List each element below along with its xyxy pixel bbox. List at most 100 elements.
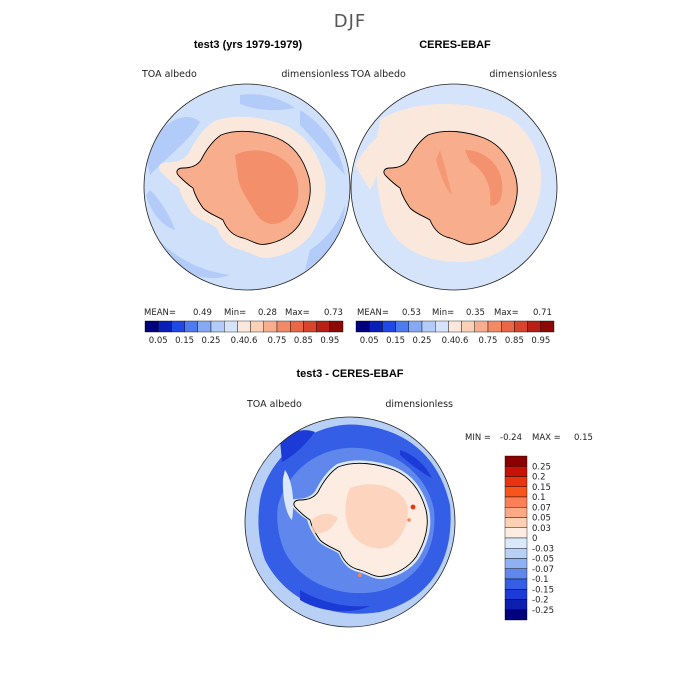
cbar-diff-swatch-13 (504, 589, 528, 600)
panel-ceres-colorbar: 0.05 0.15 0.25 0.4 0.6 0.75 0.85 0.95 (355, 320, 555, 346)
cbar-diff-swatch-5 (504, 507, 528, 518)
cbar-diff-swatch-2 (504, 476, 528, 487)
panel-test3-min-label: Min= (224, 308, 246, 318)
cbar-test3-swatch-3 (184, 320, 199, 333)
cbar-test3-tick-label-1: 0.15 (175, 336, 194, 346)
cbar-ceres-tick-label-4: 0.6 (455, 336, 469, 346)
cbar-diff-swatch-7 (504, 527, 528, 539)
panel-ceres-variable-label: TOA albedo (350, 69, 406, 80)
cbar-ceres-swatch-13 (527, 320, 541, 333)
cbar-test3-tick-label-2: 0.25 (202, 336, 221, 346)
cbar-ceres-tick-label-0: 0.05 (360, 336, 379, 346)
cbar-ceres-swatch-4 (408, 320, 423, 333)
cbar-ceres-swatch-2 (382, 320, 396, 333)
panel-diff-min-value: -0.24 (500, 433, 522, 443)
panel-ceres-mean-value: 0.53 (402, 308, 421, 318)
panel-diff-variable-label: TOA albedo (246, 399, 302, 410)
cbar-test3-swatch-4 (197, 320, 212, 333)
cbar-diff-tick-label-2: 0.15 (532, 483, 551, 493)
panel-test3-map (144, 84, 350, 290)
panel-diff-max-label: MAX = (532, 433, 561, 443)
cbar-ceres-swatch-12 (514, 320, 528, 333)
cbar-diff-swatch-0 (504, 455, 528, 467)
cbar-diff-tick-label-0: 0.25 (532, 462, 551, 472)
cbar-diff-tick-label-1: 0.2 (532, 473, 546, 483)
cbar-diff-tick-label-4: 0.07 (532, 503, 551, 513)
panel-test3-heading: test3 (yrs 1979-1979) (194, 39, 303, 51)
cbar-test3-swatch-12 (303, 320, 317, 333)
cbar-ceres-tick-label-2: 0.25 (413, 336, 432, 346)
panel-diff-units-label: dimensionless (385, 399, 453, 410)
cbar-diff-tick-label-6: 0.03 (532, 524, 551, 534)
cbar-ceres-swatch-7 (448, 320, 462, 333)
cbar-diff-tick-label-3: 0.1 (532, 493, 546, 503)
cbar-diff-swatch-8 (504, 537, 528, 549)
cbar-diff-swatch-4 (504, 496, 528, 508)
cbar-diff-swatch-9 (504, 548, 528, 559)
cbar-test3-swatch-13 (316, 320, 331, 333)
cbar-test3-swatch-2 (171, 320, 185, 333)
panel-test3-mean-label: MEAN= (144, 308, 176, 318)
cbar-diff-swatch-14 (504, 599, 528, 610)
cbar-test3-tick-label-6: 0.85 (294, 336, 313, 346)
cbar-test3-swatch-1 (157, 320, 172, 333)
panel-test3: test3 (yrs 1979-1979) TOA albedo dimensi… (141, 39, 351, 346)
panel-ceres-heading: CERES-EBAF (419, 39, 491, 51)
panel-diff-map (245, 417, 455, 627)
cbar-ceres-tick-label-7: 0.95 (531, 336, 550, 346)
cbar-diff-tick-label-10: -0.07 (532, 565, 554, 575)
panel-ceres-min-value: 0.35 (466, 308, 485, 318)
panel-ceres-max-label: Max= (494, 308, 519, 318)
cbar-ceres-swatch-10 (487, 320, 502, 333)
panel-ceres-max-value: 0.71 (533, 308, 552, 318)
cbar-ceres-swatch-5 (421, 320, 436, 333)
panel-ceres-min-label: Min= (432, 308, 454, 318)
panel-diff-max-value: 0.15 (574, 433, 593, 443)
cbar-diff-tick-label-7: 0 (532, 534, 537, 544)
cbar-test3-swatch-10 (276, 320, 291, 333)
figure-title: DJF (334, 11, 367, 32)
cbar-test3-tick-label-0: 0.05 (149, 336, 168, 346)
cbar-test3-swatch-11 (290, 320, 304, 333)
panel-test3-mean-value: 0.49 (193, 308, 212, 318)
panel-ceres-mean-label: MEAN= (357, 308, 389, 318)
panel-diff-heading: test3 - CERES-EBAF (297, 368, 404, 380)
panel-test3-units-label: dimensionless (281, 69, 349, 80)
cbar-diff-swatch-10 (504, 558, 528, 569)
cbar-ceres-swatch-1 (369, 320, 383, 333)
cbar-test3-swatch-7 (237, 320, 251, 333)
panel-ceres: CERES-EBAF TOA albedo dimensionless MEAN… (350, 39, 558, 346)
panel-diff: test3 - CERES-EBAF TOA albedo dimensionl… (244, 368, 593, 628)
cbar-diff-tick-label-13: -0.2 (532, 596, 549, 606)
cbar-ceres-swatch-0 (355, 320, 370, 333)
panel-diff-min-label: MIN = (465, 433, 491, 443)
cbar-test3-swatch-8 (250, 320, 265, 333)
panel-test3-max-value: 0.73 (324, 308, 343, 318)
cbar-ceres-swatch-11 (501, 320, 515, 333)
panel-test3-variable-label: TOA albedo (141, 69, 197, 80)
cbar-ceres-tick-label-6: 0.85 (505, 336, 524, 346)
panel-ceres-units-label: dimensionless (489, 69, 557, 80)
cbar-diff-swatch-15 (504, 609, 528, 621)
cbar-test3-swatch-0 (144, 320, 159, 333)
cbar-ceres-tick-label-3: 0.4 (442, 336, 456, 346)
cbar-ceres-swatch-8 (461, 320, 476, 333)
cbar-ceres-swatch-14 (540, 320, 555, 333)
cbar-test3-tick-label-7: 0.95 (320, 336, 339, 346)
cbar-ceres-swatch-9 (474, 320, 489, 333)
cbar-diff-tick-label-8: -0.03 (532, 544, 554, 554)
cbar-test3-swatch-9 (263, 320, 278, 333)
cbar-diff-tick-label-14: -0.25 (532, 606, 554, 616)
panel-diff-colorbar: 0.250.20.150.10.070.050.030-0.03-0.05-0.… (504, 455, 554, 621)
cbar-diff-swatch-12 (504, 578, 528, 590)
cbar-test3-tick-label-5: 0.75 (268, 336, 287, 346)
cbar-ceres-tick-label-5: 0.75 (479, 336, 498, 346)
cbar-diff-swatch-11 (504, 568, 528, 580)
cbar-diff-tick-label-11: -0.1 (532, 575, 549, 585)
cbar-diff-swatch-3 (504, 486, 528, 498)
cbar-test3-swatch-14 (329, 320, 344, 333)
panel-test3-colorbar: 0.05 0.15 0.25 0.4 0.6 0.75 0.85 0.95 (144, 320, 344, 346)
panel-test3-max-label: Max= (285, 308, 310, 318)
cbar-diff-tick-label-9: -0.05 (532, 555, 554, 565)
